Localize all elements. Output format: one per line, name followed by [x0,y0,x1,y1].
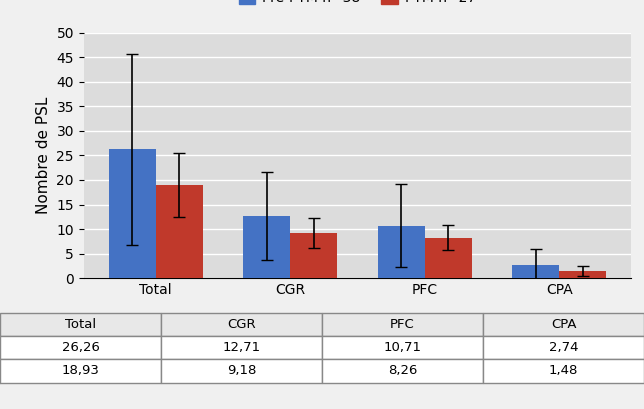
Bar [243,216,290,278]
Y-axis label: Nombre de PSL: Nombre de PSL [36,97,51,214]
Bar [424,238,472,278]
Bar [109,149,156,278]
Legend: Pré-PTM n=38, PTM n=27: Pré-PTM n=38, PTM n=27 [233,0,482,11]
Bar [559,271,606,278]
Bar [290,233,337,278]
Bar [377,225,424,278]
Bar [156,185,203,278]
Bar [512,265,559,278]
